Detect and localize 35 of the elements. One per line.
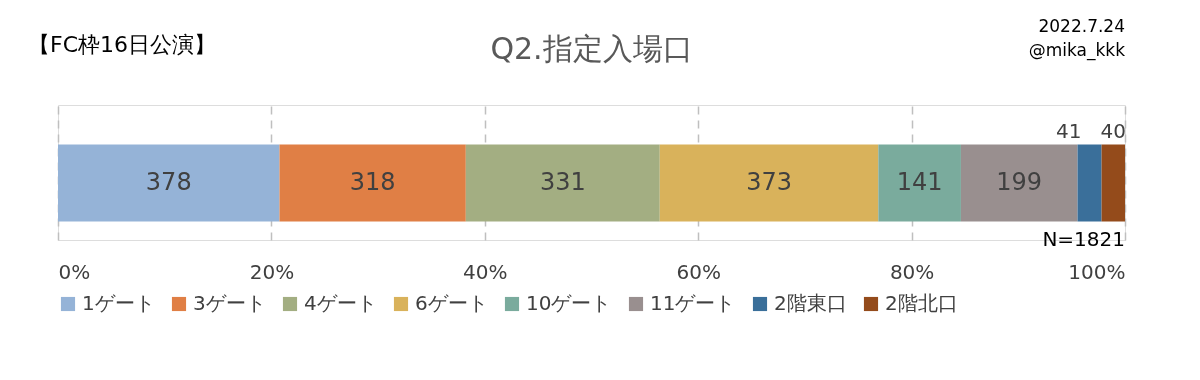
bar [58, 144, 280, 222]
legend-label: 10ゲート [526, 291, 612, 315]
bar [1077, 144, 1102, 222]
data-label: 373 [746, 168, 792, 196]
data-label: 318 [349, 168, 396, 196]
data-label: 40 [1100, 119, 1127, 143]
legend-label: 1ゲート [82, 291, 155, 315]
x2-tick-label: 60% [676, 259, 721, 284]
bar [960, 144, 1078, 222]
text: @mika_kkk [1028, 40, 1126, 61]
data-label: 199 [996, 168, 1043, 196]
data-label: 141 [896, 168, 943, 196]
x2-tick-label: 80% [889, 259, 935, 284]
chart-title: Q2.指定入場口 [490, 31, 693, 66]
legend-label: 3ゲート [193, 291, 266, 315]
legend-label: 11ゲート [650, 291, 736, 315]
x2-tick-label: 40% [463, 259, 508, 284]
bar [279, 144, 466, 222]
legend-label: 4ゲート [304, 291, 377, 315]
data-label: 41 [1056, 119, 1082, 143]
legend-label: 2階東口 [774, 291, 847, 315]
x2-tick-label: 0% [58, 259, 91, 284]
data-label: 378 [145, 168, 192, 196]
text: N=1821 [1042, 227, 1125, 251]
legend-label: 6ゲート [415, 291, 488, 315]
bar [659, 144, 879, 222]
text: 【FC枠16日公演】 [28, 32, 217, 57]
x2-tick-label: 100% [1068, 259, 1126, 284]
bar [465, 144, 660, 222]
bar [1101, 144, 1125, 222]
x2-tick-label: 20% [249, 259, 295, 284]
text: 2022.7.24 [1038, 16, 1125, 36]
legend-label: 2階北口 [885, 291, 958, 315]
bar [878, 144, 961, 222]
data-label: 331 [539, 168, 586, 196]
